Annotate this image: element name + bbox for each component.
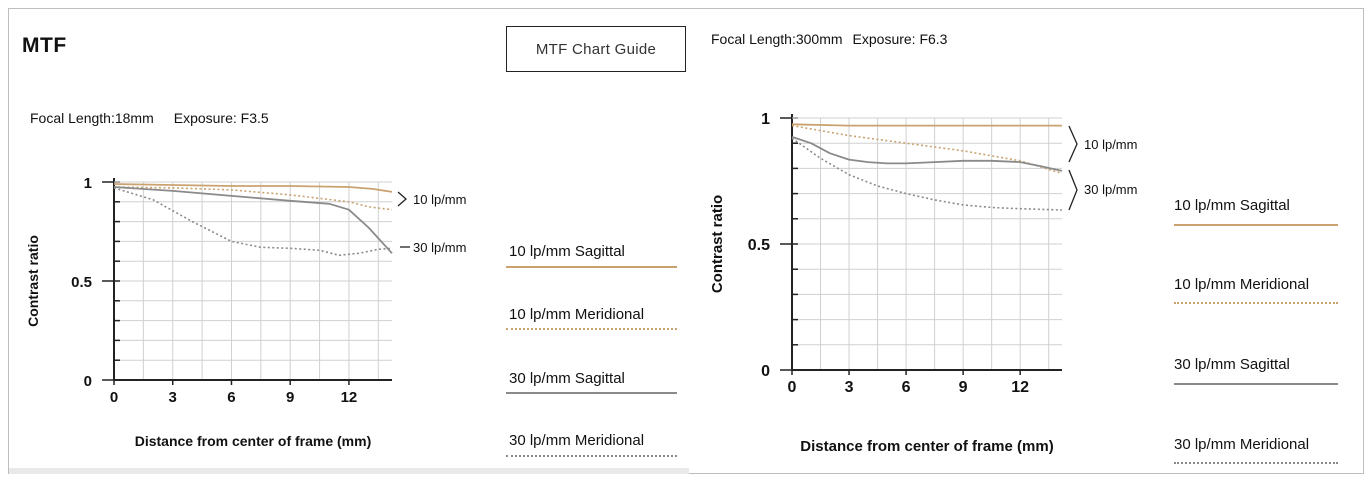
y-axis-label: Contrast ratio bbox=[25, 235, 41, 327]
legend2-line-sagittal-10 bbox=[1174, 224, 1338, 226]
y-tick-label: 0 bbox=[761, 363, 770, 380]
x-tick-label: 0 bbox=[110, 389, 118, 406]
y-tick-label: 0.5 bbox=[71, 274, 92, 291]
x-tick-label: 6 bbox=[902, 379, 911, 396]
legend1-label-meridional-10: 10 lp/mm Meridional bbox=[509, 306, 645, 323]
x-tick-label: 3 bbox=[169, 389, 177, 406]
chart2-focal-length: Focal Length:300mm bbox=[711, 31, 843, 47]
legend1-label-meridional-30: 30 lp/mm Meridional bbox=[509, 432, 645, 449]
x-tick-label: 0 bbox=[788, 379, 797, 396]
legend1-line-meridional-30 bbox=[506, 455, 677, 457]
legend2-line-sagittal-30 bbox=[1174, 383, 1338, 385]
legend2-line-meridional-10 bbox=[1174, 302, 1338, 304]
x-tick-label: 3 bbox=[845, 379, 854, 396]
series-line-30-lp-mm-sagittal bbox=[791, 136, 1063, 172]
legend1-line-meridional-10 bbox=[506, 328, 677, 330]
series-line-10-lp-mm-meridional bbox=[113, 186, 393, 211]
series-line-30-lp-mm-meridional bbox=[791, 137, 1063, 211]
legend1-label-sagittal-10: 10 lp/mm Sagittal bbox=[509, 243, 625, 260]
series-line-10-lp-mm-sagittal bbox=[791, 123, 1062, 127]
legend2-label-sagittal-30: 30 lp/mm Sagittal bbox=[1174, 356, 1290, 373]
legend2-label-meridional-10: 10 lp/mm Meridional bbox=[1174, 276, 1310, 293]
y-tick-label: 0.5 bbox=[748, 237, 770, 254]
annotation-bracket bbox=[1068, 169, 1078, 211]
chart1-focal-length: Focal Length:18mm bbox=[30, 110, 154, 126]
bottom-shade bbox=[9, 468, 689, 474]
series-line-30-lp-mm-sagittal bbox=[113, 186, 393, 254]
x-axis-label: Distance from center of frame (mm) bbox=[800, 438, 1053, 455]
legend2-label-meridional-30: 30 lp/mm Meridional bbox=[1174, 436, 1310, 453]
annotation-label: 30 lp/mm bbox=[1084, 182, 1137, 197]
annotation-label: 10 lp/mm bbox=[413, 192, 466, 207]
legend1-label-sagittal-30: 30 lp/mm Sagittal bbox=[509, 370, 625, 387]
annotation-label: 10 lp/mm bbox=[1084, 137, 1137, 152]
series-line-10-lp-mm-meridional bbox=[791, 124, 1063, 175]
series-line-10-lp-mm-sagittal bbox=[113, 183, 393, 193]
x-axis-label: Distance from center of frame (mm) bbox=[135, 433, 372, 449]
legend2-label-sagittal-10: 10 lp/mm Sagittal bbox=[1174, 197, 1290, 214]
x-tick-label: 6 bbox=[227, 389, 235, 406]
y-tick-label: 1 bbox=[761, 111, 770, 128]
y-tick-label: 1 bbox=[84, 175, 92, 192]
x-tick-label: 9 bbox=[286, 389, 294, 406]
y-tick-label: 0 bbox=[84, 373, 92, 390]
legend1-line-sagittal-30 bbox=[506, 392, 677, 394]
legend1-line-sagittal-10 bbox=[506, 266, 677, 268]
chart2-caption: Focal Length:300mm Exposure: F6.3 bbox=[711, 31, 947, 47]
annotation-label: 30 lp/mm bbox=[413, 240, 466, 255]
legend2-line-meridional-30 bbox=[1174, 462, 1338, 464]
chart2-exposure: Exposure: F6.3 bbox=[852, 31, 948, 47]
chart1-exposure: Exposure: F3.5 bbox=[173, 110, 269, 126]
annotation-bracket bbox=[1068, 125, 1078, 163]
page-title: MTF bbox=[22, 34, 67, 57]
annotation-bracket bbox=[397, 191, 407, 207]
y-axis-label: Contrast ratio bbox=[709, 195, 726, 293]
x-tick-label: 9 bbox=[959, 379, 968, 396]
x-tick-label: 12 bbox=[341, 389, 358, 406]
chart1-caption: Focal Length:18mm Exposure: F3.5 bbox=[30, 110, 269, 126]
mtf-chart-guide-button[interactable]: MTF Chart Guide bbox=[506, 26, 686, 72]
x-tick-label: 12 bbox=[1011, 379, 1029, 396]
